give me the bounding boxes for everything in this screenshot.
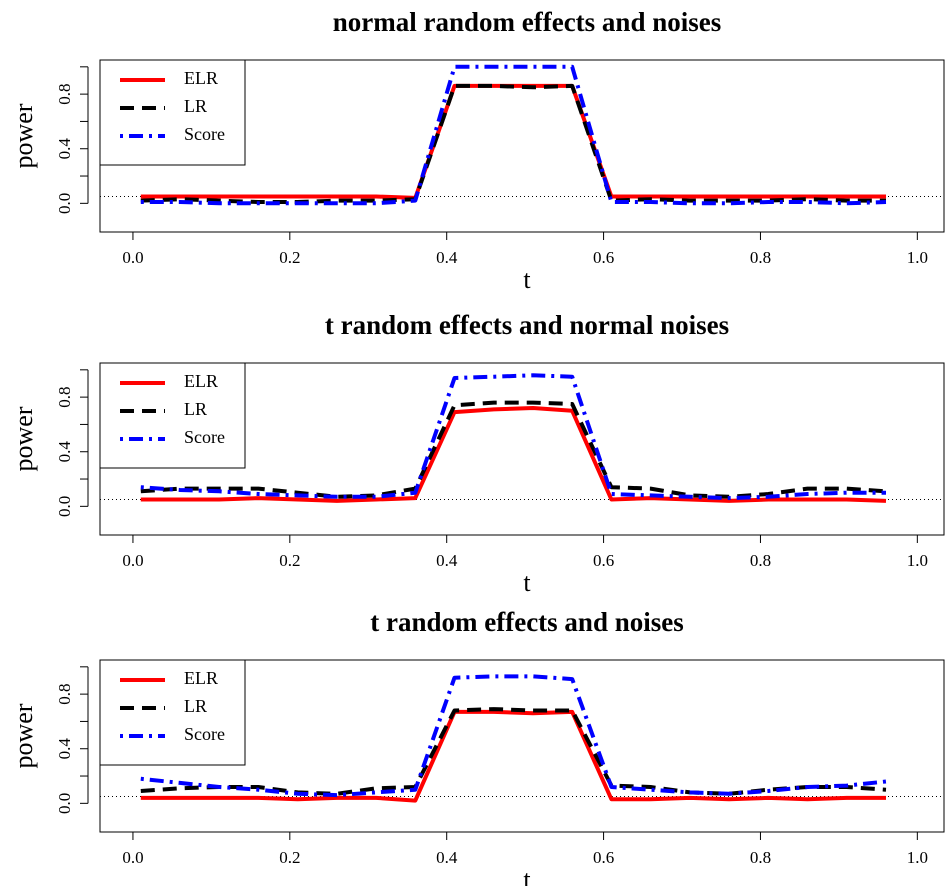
- x-tick-label: 0.2: [279, 248, 300, 267]
- panel: t random effects and noises 0.0 0.4 0.8 powe…: [9, 607, 945, 886]
- chart-title: t random effects and normal noises: [325, 310, 729, 340]
- series-line: [140, 707, 887, 796]
- series-line: [140, 400, 887, 499]
- panel: t random effects and normal noises 0.0 0.4…: [9, 310, 945, 597]
- legend-label: Score: [184, 427, 225, 447]
- x-tick-label: 0.4: [436, 551, 458, 570]
- y-tick-label: 0.8: [55, 84, 74, 105]
- x-tick-label: 0.4: [436, 248, 458, 267]
- panel: normal random effects and noises 0.0 0.4 0.…: [9, 7, 945, 294]
- legend-box: [99, 59, 246, 166]
- x-tick-label: 1.0: [907, 248, 928, 267]
- x-tick-label: 1.0: [907, 848, 928, 867]
- y-tick-label: 0.0: [55, 496, 74, 517]
- y-tick-label: 0.4: [55, 138, 74, 160]
- legend-label: LR: [184, 399, 207, 419]
- series-line: [140, 373, 886, 501]
- x-tick-label: 0.6: [593, 848, 614, 867]
- legend-label: Score: [184, 724, 225, 744]
- y-tick-label: 0.4: [55, 441, 74, 463]
- y-axis-label: power: [9, 703, 38, 768]
- legend-label: ELR: [184, 668, 218, 688]
- x-tick-label: 0.6: [593, 551, 614, 570]
- y-tick-label: 0.8: [55, 387, 74, 408]
- x-tick-label: 0.8: [750, 551, 771, 570]
- legend-label: ELR: [184, 68, 218, 88]
- series-line: [140, 406, 887, 503]
- series-line: [140, 83, 886, 204]
- x-tick-label: 0.8: [750, 848, 771, 867]
- legend-box: [99, 362, 246, 469]
- x-tick-label: 0.0: [122, 551, 143, 570]
- chart-title: normal random effects and noises: [333, 7, 721, 37]
- series-line: [140, 709, 886, 803]
- legend-box: [99, 659, 246, 766]
- y-axis-label: power: [9, 103, 38, 168]
- legend-label: Score: [184, 124, 225, 144]
- x-axis-label: t: [523, 865, 531, 886]
- y-tick-label: 0.8: [55, 684, 74, 705]
- x-tick-label: 0.2: [279, 551, 300, 570]
- series-line: [140, 64, 887, 206]
- x-tick-label: 0.0: [122, 848, 143, 867]
- series-line: [140, 674, 887, 798]
- chart-title: t random effects and noises: [370, 607, 683, 637]
- x-tick-label: 0.4: [436, 848, 458, 867]
- x-axis-label: t: [523, 265, 531, 294]
- x-tick-label: 0.8: [750, 248, 771, 267]
- x-tick-label: 0.6: [593, 248, 614, 267]
- legend-label: LR: [184, 96, 207, 116]
- series-line: [140, 83, 886, 200]
- y-tick-label: 0.0: [55, 193, 74, 214]
- legend-label: ELR: [184, 371, 218, 391]
- legend-label: LR: [184, 696, 207, 716]
- y-tick-label: 0.4: [55, 738, 74, 760]
- x-tick-label: 0.2: [279, 848, 300, 867]
- x-tick-label: 0.0: [122, 248, 143, 267]
- y-axis-label: power: [9, 406, 38, 471]
- x-axis-label: t: [523, 568, 531, 597]
- x-tick-label: 1.0: [907, 551, 928, 570]
- y-tick-label: 0.0: [55, 793, 74, 814]
